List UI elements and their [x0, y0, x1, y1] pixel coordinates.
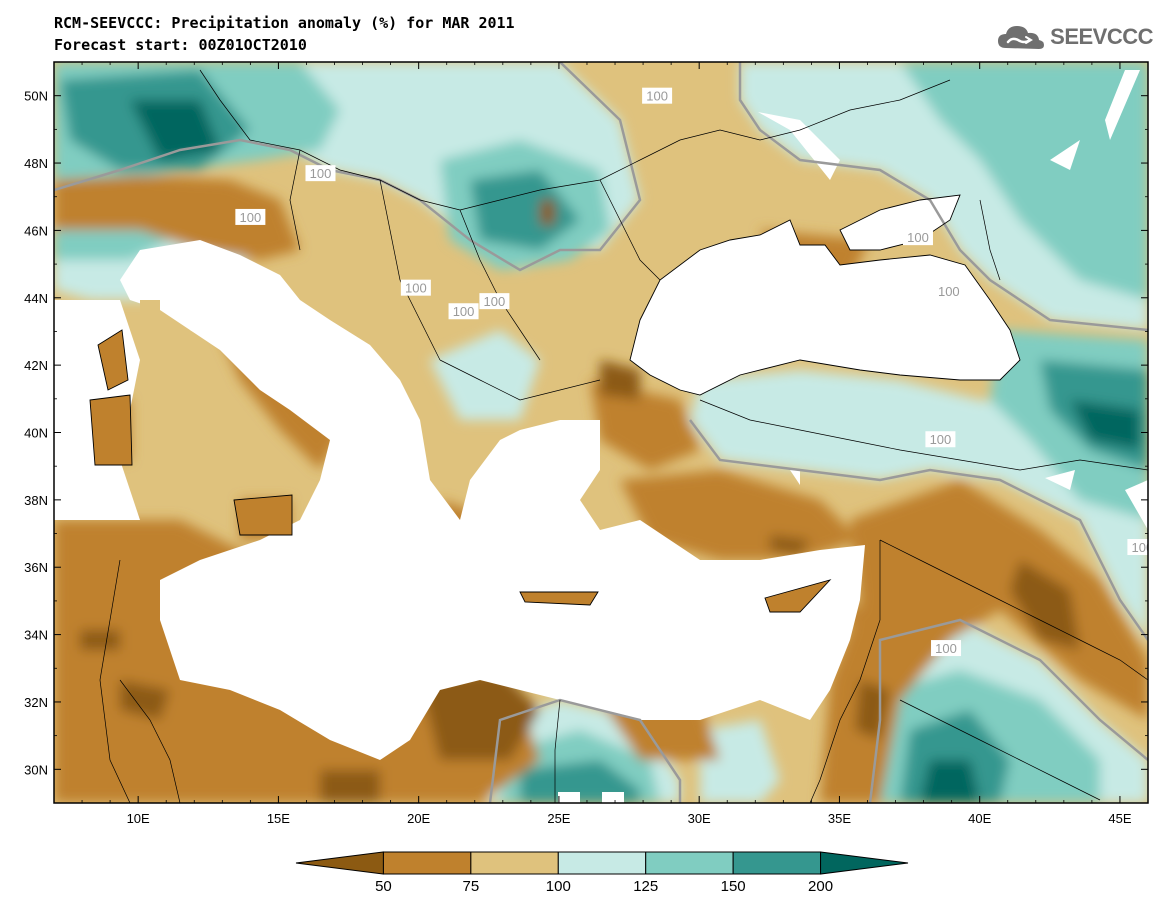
- lon-tick-label: 30E: [688, 811, 711, 826]
- lon-tick-label: 25E: [547, 811, 570, 826]
- colorbar-tick-label: 50: [375, 878, 392, 895]
- lat-tick-label: 34N: [24, 628, 48, 643]
- colorbar-tick-label: 100: [546, 878, 571, 895]
- colorbar-segment: [732, 851, 822, 875]
- logo-text: SEEVCCC: [1050, 24, 1153, 49]
- country-borders: [99, 69, 1148, 803]
- colorbar-tick-label: 200: [808, 878, 833, 895]
- cloud-logo-icon: [998, 26, 1045, 49]
- longitude-axis: 10E 15E 20E 25E 30E 35E 40E 45E: [81, 62, 1149, 826]
- anomaly-field: 100 100 100 100 100 100 100 100 100 100 100: [54, 62, 1154, 803]
- lon-tick-label: 10E: [127, 811, 150, 826]
- forecast-start-label: Forecast start: 00Z01OCT2010: [54, 36, 307, 54]
- lat-tick-label: 38N: [24, 493, 48, 508]
- lon-tick-label: 35E: [828, 811, 851, 826]
- contour-label-bg: [902, 229, 933, 246]
- islands: [90, 300, 830, 612]
- colorbar-tick-label: 75: [463, 878, 480, 895]
- contour-labels: 100 100 100 100 100 100 100 100 100 100 100: [235, 87, 1154, 657]
- lon-tick-label: 45E: [1108, 811, 1131, 826]
- contour-label-100: 100: [935, 641, 957, 656]
- lat-tick-label: 30N: [24, 762, 48, 777]
- latitude-axis: 30N 32N 34N 36N 38N 40N 42N 44N 46N 48N 50N: [24, 61, 1148, 777]
- contour-label-bg: [305, 165, 336, 182]
- colorbar-segment: [382, 851, 472, 875]
- colorbar-segment: [645, 851, 734, 875]
- contour-label-100: 100: [240, 210, 262, 225]
- colorbar-segment: [557, 851, 647, 875]
- map-title: RCM-SEEVCCC: Precipitation anomaly (%) f…: [54, 14, 515, 32]
- colorbar-tick-label: 125: [633, 878, 658, 895]
- lat-tick-label: 40N: [24, 426, 48, 441]
- lat-tick-label: 50N: [24, 89, 48, 104]
- coastlines: [89, 194, 1021, 613]
- lat-tick-label: 46N: [24, 223, 48, 238]
- colorbar-tick-label: 150: [721, 878, 746, 895]
- contour-label-bg: [479, 293, 510, 310]
- contour-label-bg: [933, 283, 964, 300]
- contour-label-100: 100: [907, 230, 929, 245]
- contour-label-100: 100: [310, 166, 332, 181]
- colorbar-segment: [820, 851, 909, 875]
- lat-tick-label: 36N: [24, 560, 48, 575]
- lat-tick-label: 48N: [24, 156, 48, 171]
- lat-tick-label: 32N: [24, 695, 48, 710]
- contour-label-bg: [642, 87, 673, 104]
- lon-tick-label: 20E: [407, 811, 430, 826]
- contour-label-bg: [448, 303, 479, 320]
- lon-tick-label: 40E: [968, 811, 991, 826]
- lon-tick-label: 15E: [267, 811, 290, 826]
- lat-tick-label: 44N: [24, 291, 48, 306]
- contour-label-bg: [235, 208, 266, 225]
- colorbar-segment: [470, 851, 559, 875]
- contour-label-100: 100: [1132, 540, 1154, 555]
- contour-label-bg: [925, 431, 956, 448]
- seevccc-logo: SEEVCCC: [996, 22, 1153, 52]
- contour-label-100: 100: [646, 89, 668, 104]
- lat-tick-label: 42N: [24, 358, 48, 373]
- contour-label-100: 100: [453, 304, 475, 319]
- contour-label-100: 100: [484, 294, 506, 309]
- contour-label-100: 100: [930, 432, 952, 447]
- contour-label-100: 100: [938, 284, 960, 299]
- contour-label-bg: [400, 279, 431, 296]
- colorbar-segment: [295, 851, 384, 875]
- contour-label-100: 100: [405, 281, 427, 296]
- contour-label-bg: [931, 640, 962, 657]
- colorbar-legend: 50 75 100 125 150 200: [295, 851, 909, 895]
- contour-label-bg: [1127, 539, 1148, 556]
